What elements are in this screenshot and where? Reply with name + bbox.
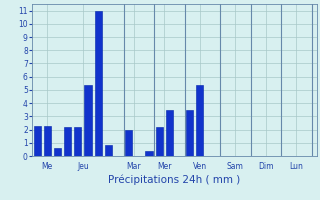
Bar <box>34 126 41 156</box>
Bar <box>156 127 163 156</box>
Bar <box>145 151 153 156</box>
X-axis label: Précipitations 24h ( mm ): Précipitations 24h ( mm ) <box>108 174 241 185</box>
Bar <box>84 85 92 156</box>
Bar <box>64 127 71 156</box>
Bar <box>125 130 132 156</box>
Bar <box>166 110 173 156</box>
Bar <box>105 145 112 156</box>
Bar <box>54 148 61 156</box>
Bar <box>44 126 51 156</box>
Bar <box>74 127 81 156</box>
Bar <box>186 110 193 156</box>
Bar <box>94 11 102 156</box>
Bar <box>196 85 204 156</box>
